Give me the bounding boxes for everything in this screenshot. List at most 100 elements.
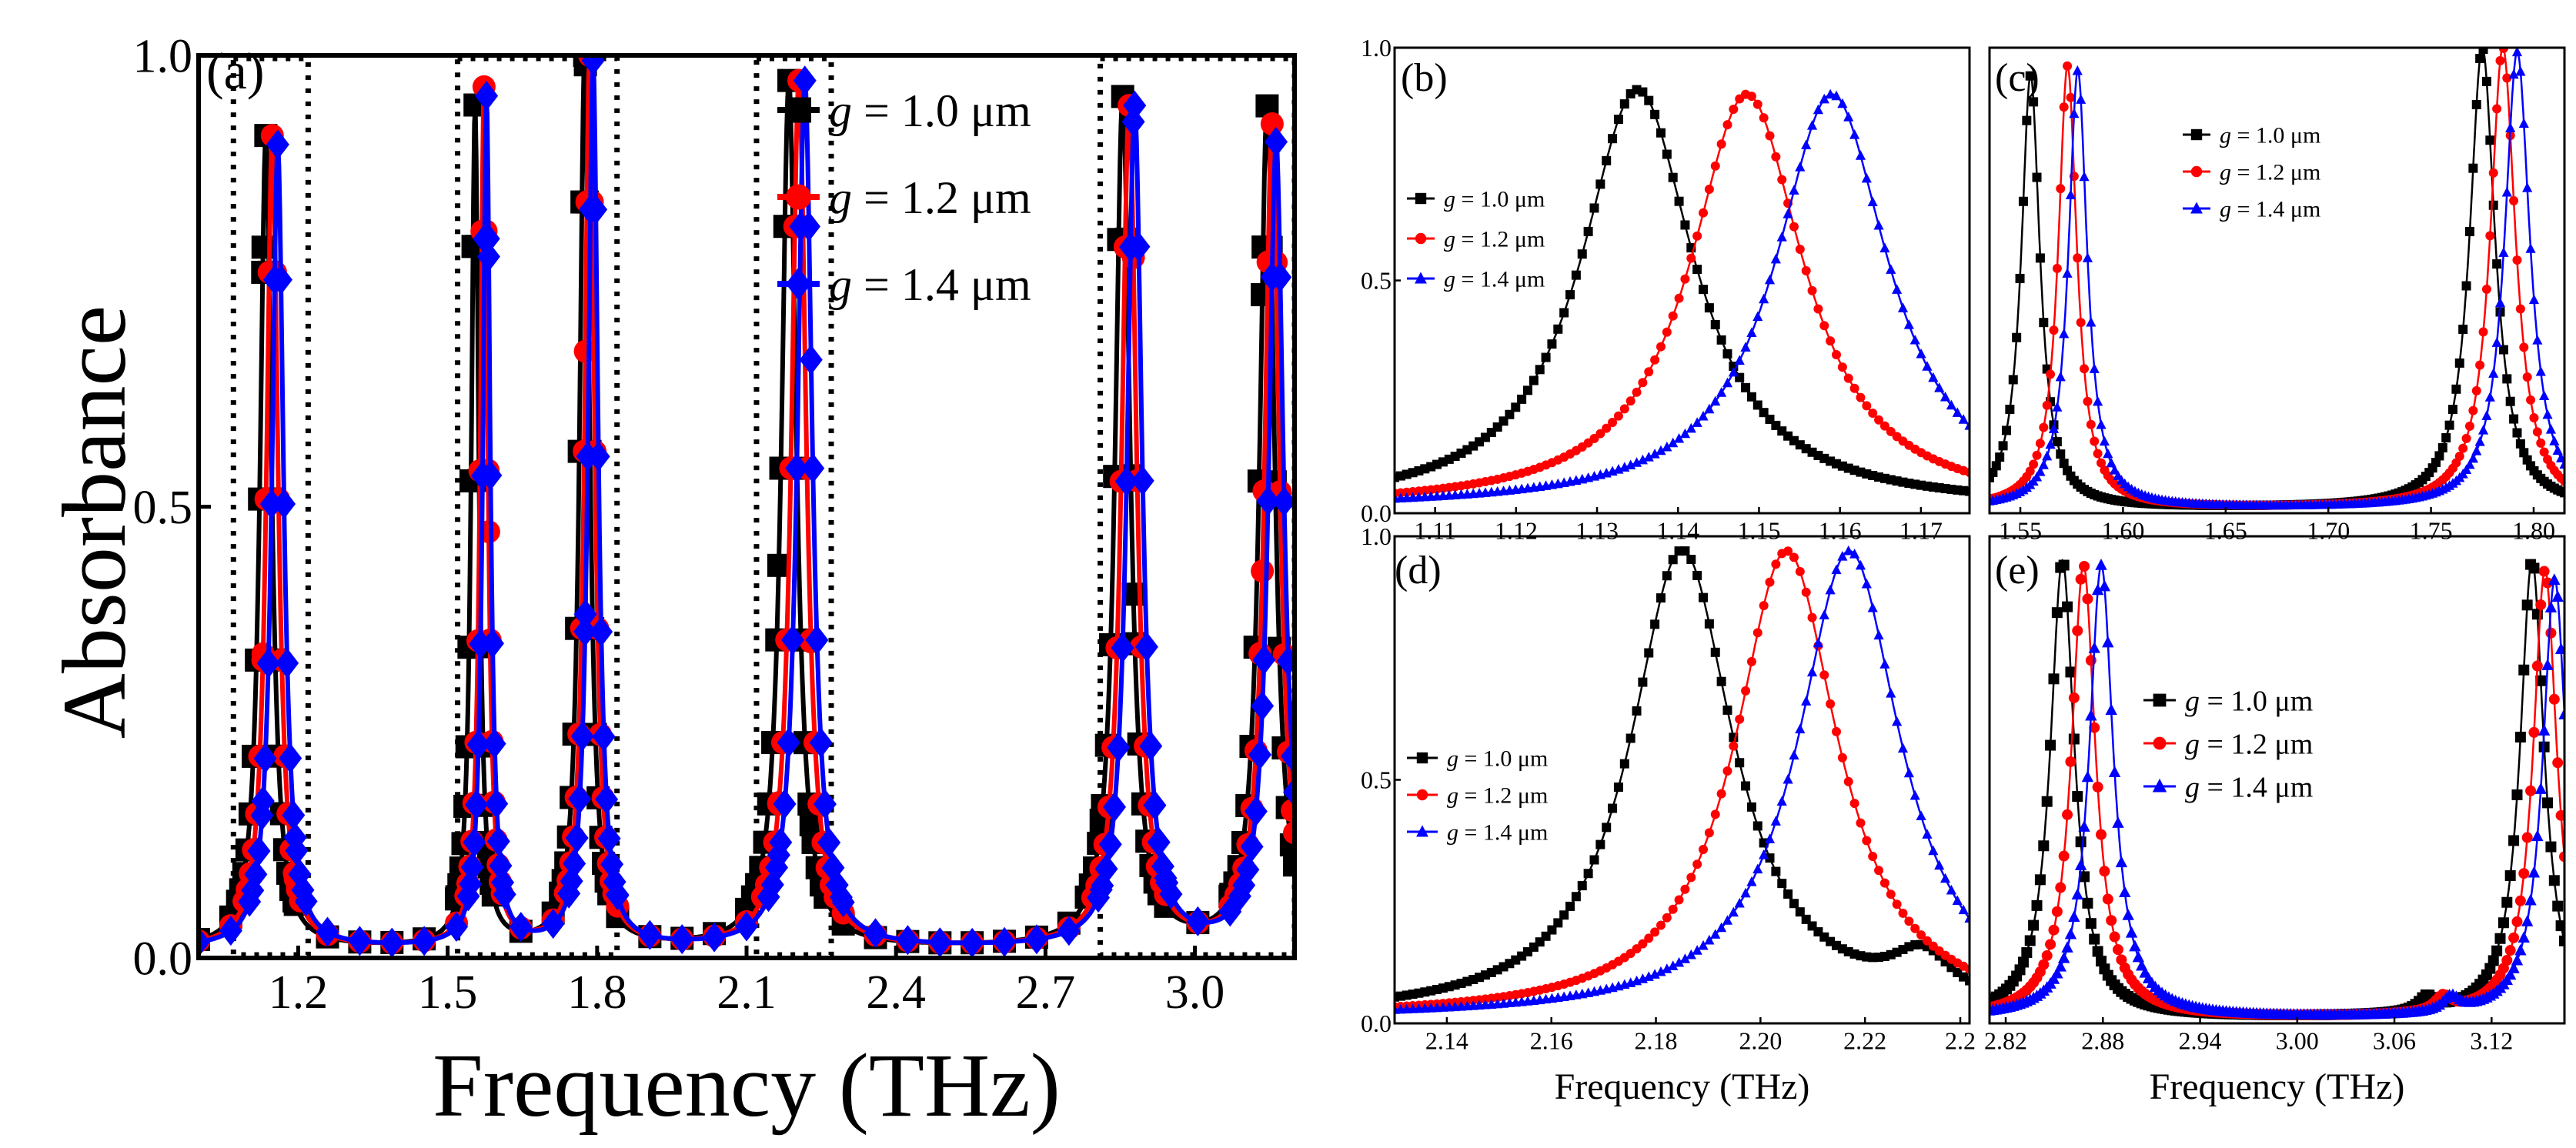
data-point — [2093, 395, 2103, 406]
legend-entry: g = 1.2 μm — [2183, 160, 2320, 185]
data-point — [199, 926, 210, 957]
data-point — [1837, 98, 1848, 108]
data-point — [1765, 853, 1775, 863]
data-point — [2481, 284, 2491, 294]
data-point — [219, 916, 242, 946]
data-point — [2475, 360, 2485, 370]
data-point — [2514, 895, 2526, 906]
data-point — [1795, 723, 1806, 734]
data-point — [2097, 458, 2107, 468]
data-point — [2042, 400, 2052, 410]
legend-label: g = 1.0 μm — [1444, 187, 1545, 212]
data-point — [272, 489, 296, 519]
data-point — [584, 194, 608, 225]
data-point — [2468, 405, 2478, 415]
series-line — [1990, 51, 2564, 506]
data-point — [1722, 766, 1732, 776]
data-point — [1583, 226, 1593, 236]
data-point — [2512, 428, 2522, 438]
legend-entry: g = 1.0 μm — [2183, 123, 2320, 149]
data-point — [2052, 402, 2063, 412]
series-3 — [1990, 559, 2564, 1020]
data-point — [1638, 677, 1648, 687]
data-point — [1746, 656, 1756, 666]
data-point — [2099, 436, 2110, 446]
data-point — [2529, 413, 2539, 423]
data-point — [1686, 253, 1696, 263]
y-axis-label: Absorbance — [44, 305, 145, 739]
data-point — [813, 789, 837, 819]
data-point — [1644, 648, 1654, 658]
data-point — [1904, 916, 1914, 926]
data-point — [1825, 584, 1836, 595]
panel-label: (c) — [1995, 56, 2040, 100]
axes-frame — [1988, 46, 2566, 515]
data-point — [1922, 829, 1933, 839]
data-point — [1729, 741, 1739, 751]
data-point — [2039, 318, 2049, 328]
data-point — [2059, 328, 2070, 339]
data-point — [1699, 592, 1709, 602]
data-point — [1801, 587, 1811, 597]
data-point — [2521, 832, 2533, 843]
legend-label: g = 1.4 μm — [2185, 771, 2313, 803]
legend-label: g = 1.4 μm — [829, 259, 1031, 310]
data-point — [2491, 337, 2502, 347]
series-line — [1395, 549, 1970, 999]
data-point — [1856, 818, 1866, 828]
data-point — [2525, 785, 2537, 796]
data-point — [2536, 438, 2546, 448]
panel-label: (a) — [206, 42, 264, 100]
data-point — [1547, 339, 1557, 349]
data-point — [2511, 916, 2523, 927]
data-point — [2056, 184, 2066, 194]
data-point — [606, 880, 630, 911]
data-point — [1856, 392, 1866, 402]
data-point — [2531, 829, 2544, 842]
data-point — [2024, 935, 2036, 946]
data-point — [1722, 120, 1732, 130]
data-point — [2478, 327, 2488, 337]
data-point — [1680, 884, 1690, 894]
data-point — [2518, 931, 2530, 943]
data-point — [1782, 208, 1793, 219]
data-point — [2080, 364, 2090, 374]
data-point — [469, 629, 493, 659]
data-point — [2089, 933, 2100, 945]
data-point — [2082, 897, 2093, 909]
data-point — [2085, 918, 2097, 929]
data-point — [1910, 923, 1920, 933]
data-point — [2559, 935, 2564, 946]
x-tick-label: 2.4 — [866, 966, 926, 1019]
data-point — [1746, 802, 1756, 812]
y-tick-label: 0.0 — [1361, 1010, 1392, 1037]
data-point — [1553, 918, 1563, 928]
data-point — [1057, 916, 1081, 946]
x-axis-label: Frequency (THz) — [2150, 1066, 2405, 1107]
data-point — [2471, 99, 2481, 109]
data-point — [2129, 939, 2141, 952]
data-point — [1752, 863, 1763, 874]
data-point — [1837, 551, 1848, 561]
data-point — [1680, 546, 1690, 556]
data-point — [2116, 954, 2127, 966]
legend-entry: g = 1.0 μm — [2143, 685, 2313, 717]
data-point — [1698, 410, 1709, 421]
data-point — [1879, 659, 1890, 669]
data-point — [1656, 593, 1666, 603]
data-point — [1922, 936, 1932, 946]
data-point — [2552, 900, 2564, 912]
data-point — [1735, 758, 1745, 768]
data-point — [2545, 841, 2557, 853]
data-point — [2508, 835, 2520, 846]
data-point — [2560, 488, 2564, 498]
data-point — [1741, 686, 1751, 696]
data-point — [2093, 449, 2103, 459]
data-point — [2498, 247, 2509, 257]
x-tick-label: 1.75 — [2410, 517, 2453, 545]
data-point — [1644, 367, 1654, 377]
x-tick-label: 2.14 — [1425, 1027, 1468, 1055]
data-point — [1843, 545, 1854, 556]
data-point — [2051, 607, 2063, 619]
data-point — [1928, 372, 1939, 382]
